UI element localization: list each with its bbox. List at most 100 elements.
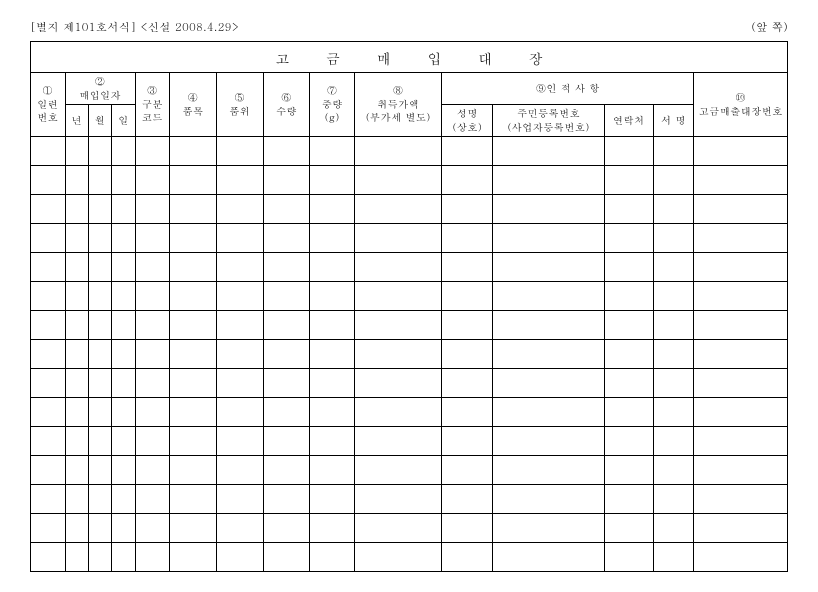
table-cell [355, 456, 442, 485]
table-cell [65, 311, 88, 340]
table-cell [310, 398, 355, 427]
table-cell [112, 311, 135, 340]
col-grade: ⑤품위 [216, 73, 263, 137]
col-date-day: 일 [112, 105, 135, 137]
table-cell [31, 137, 66, 166]
table-cell [442, 543, 493, 572]
table-cell [135, 166, 170, 195]
table-cell [65, 427, 88, 456]
table-cell [493, 485, 605, 514]
table-cell [31, 311, 66, 340]
table-cell [493, 311, 605, 340]
table-cell [493, 427, 605, 456]
table-cell [653, 456, 694, 485]
table-cell [442, 166, 493, 195]
table-cell [653, 398, 694, 427]
col-person-name: 성명(상호) [442, 105, 493, 137]
table-cell [216, 311, 263, 340]
table-cell [355, 514, 442, 543]
table-cell [65, 166, 88, 195]
table-cell [263, 195, 310, 224]
table-cell [694, 166, 788, 195]
table-cell [216, 282, 263, 311]
table-cell [31, 398, 66, 427]
table-cell [135, 311, 170, 340]
col-person-group: ⑨인 적 사 항 [442, 73, 694, 105]
table-cell [170, 456, 217, 485]
table-cell [493, 137, 605, 166]
table-cell [442, 224, 493, 253]
table-cell [216, 253, 263, 282]
table-row [31, 137, 788, 166]
table-cell [31, 369, 66, 398]
table-cell [216, 340, 263, 369]
table-cell [493, 224, 605, 253]
table-cell [310, 427, 355, 456]
table-cell [263, 456, 310, 485]
table-cell [493, 166, 605, 195]
table-cell [355, 166, 442, 195]
table-cell [653, 485, 694, 514]
table-cell [88, 456, 111, 485]
table-cell [310, 224, 355, 253]
table-cell [694, 485, 788, 514]
page-side-right: (앞 쪽) [752, 20, 788, 35]
table-cell [88, 514, 111, 543]
table-cell [493, 456, 605, 485]
table-row [31, 166, 788, 195]
table-cell [263, 282, 310, 311]
table-cell [135, 282, 170, 311]
table-cell [112, 485, 135, 514]
table-cell [694, 253, 788, 282]
table-cell [31, 195, 66, 224]
document-title: 고 금 매 입 대 장 [30, 41, 788, 72]
table-cell [653, 514, 694, 543]
table-cell [694, 543, 788, 572]
table-cell [442, 427, 493, 456]
table-cell [263, 427, 310, 456]
table-cell [263, 253, 310, 282]
table-cell [170, 514, 217, 543]
table-cell [355, 137, 442, 166]
table-cell [355, 253, 442, 282]
table-cell [493, 253, 605, 282]
table-cell [112, 514, 135, 543]
table-cell [442, 340, 493, 369]
table-cell [31, 514, 66, 543]
table-cell [355, 543, 442, 572]
table-cell [65, 340, 88, 369]
table-cell [694, 514, 788, 543]
table-cell [605, 456, 654, 485]
table-cell [694, 195, 788, 224]
table-cell [135, 543, 170, 572]
table-cell [653, 253, 694, 282]
table-cell [310, 485, 355, 514]
table-cell [170, 253, 217, 282]
table-cell [605, 311, 654, 340]
table-cell [65, 195, 88, 224]
table-cell [310, 311, 355, 340]
table-cell [112, 340, 135, 369]
table-cell [263, 398, 310, 427]
table-cell [135, 137, 170, 166]
col-qty: ⑥수량 [263, 73, 310, 137]
table-cell [65, 253, 88, 282]
table-cell [442, 311, 493, 340]
table-cell [135, 253, 170, 282]
table-cell [694, 427, 788, 456]
table-cell [216, 195, 263, 224]
ledger-table: ①일련번호 ②매입일자 ③구분코드 ④품목 ⑤품위 ⑥수량 ⑦중량(g) ⑧취득… [30, 72, 788, 572]
table-cell [88, 543, 111, 572]
table-cell [216, 137, 263, 166]
table-cell [355, 427, 442, 456]
table-cell [310, 340, 355, 369]
col-person-regno: 주민등록번호(사업자등록번호) [493, 105, 605, 137]
table-cell [653, 282, 694, 311]
table-cell [88, 195, 111, 224]
table-row [31, 485, 788, 514]
table-cell [112, 166, 135, 195]
table-cell [694, 456, 788, 485]
table-cell [216, 427, 263, 456]
table-cell [310, 195, 355, 224]
table-cell [112, 369, 135, 398]
